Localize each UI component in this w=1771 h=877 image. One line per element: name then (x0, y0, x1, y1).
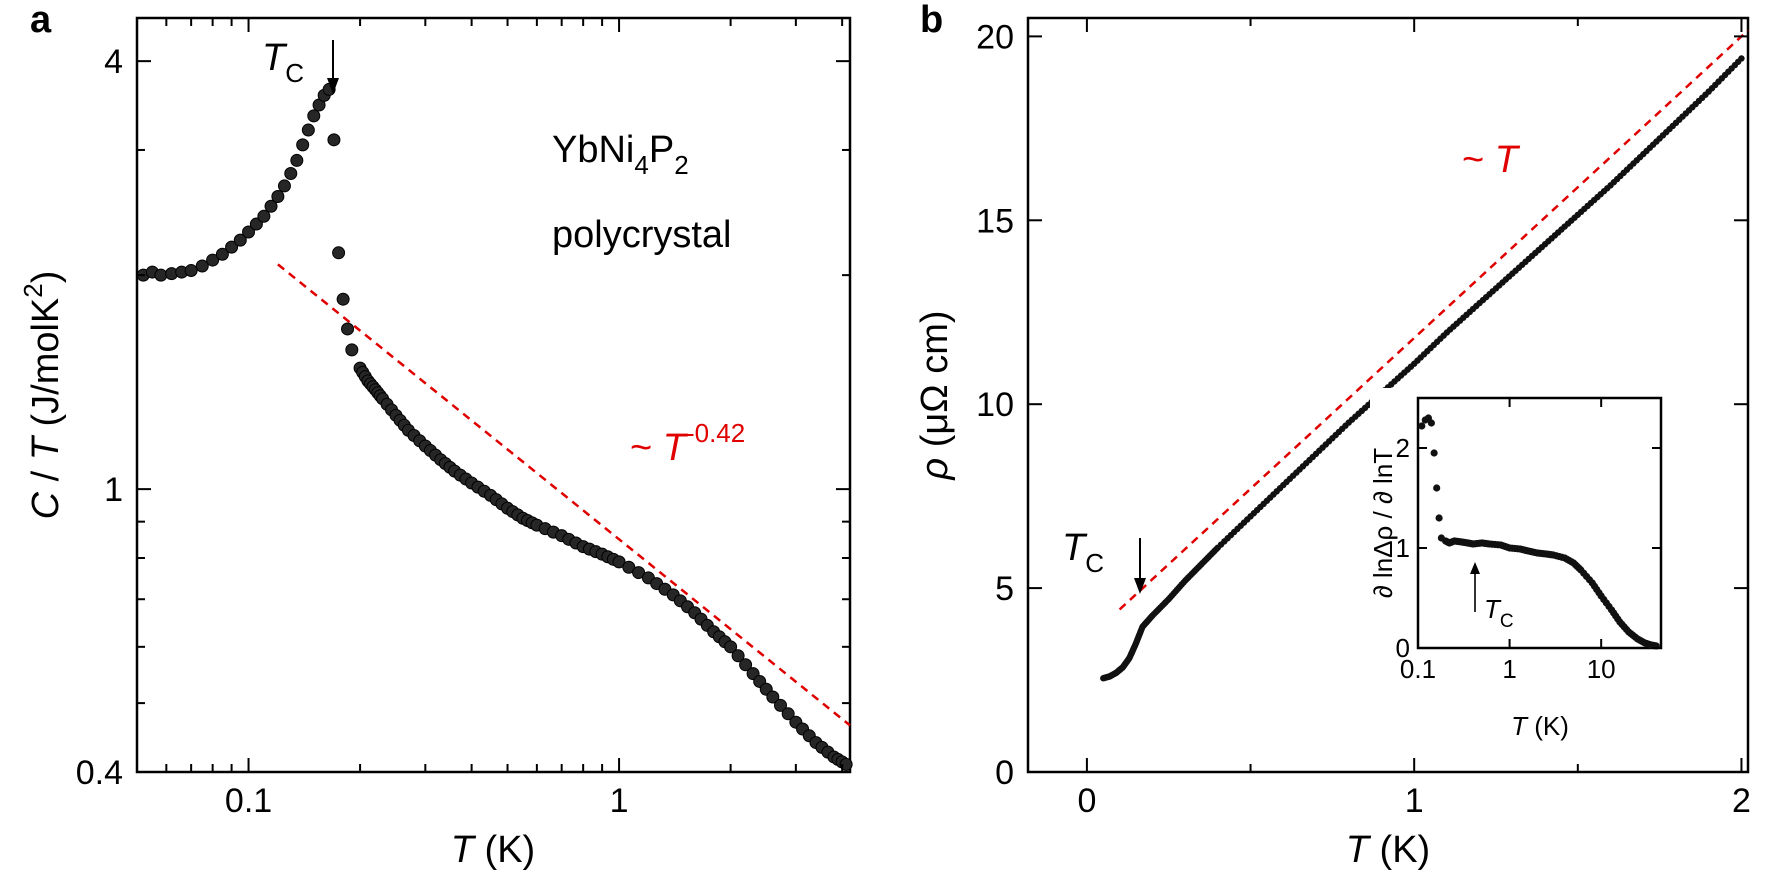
panel-a-material-form: polycrystal (552, 214, 732, 256)
panel-a-ytick-label: 0.4 (76, 754, 123, 792)
inset-frame (1416, 396, 1663, 650)
panel-b-data-point (1738, 55, 1745, 62)
panel-a-data-point (264, 199, 278, 213)
panel-a-fit-group (277, 263, 851, 727)
inset-data-point (1418, 422, 1426, 430)
inset-ticks: 0.1 1 10 0 1 2 (1396, 398, 1661, 684)
panel-a-data-point (154, 268, 168, 282)
panel-b-ytick-label: 10 (976, 386, 1014, 424)
panel-a-data-point (774, 698, 788, 712)
panel-b-xtick-label: 1 (1405, 782, 1424, 820)
panel-a-data-point (225, 240, 239, 254)
inset-xlabel: T (K) (1511, 711, 1569, 741)
panel-b-ytick-label: 0 (995, 754, 1014, 792)
panel-a-ytick-label: 1 (104, 471, 123, 509)
panel-b-ylabel: ρ (μΩ cm) (914, 310, 956, 480)
panel-letter-a: a (30, 0, 52, 41)
panel-a-ytick-label: 4 (104, 43, 123, 81)
panel-a-data-point (327, 133, 341, 147)
panel-a-chart: 0.1 1 0.4 1 4 TC YbNi4P2 polycrystal ~ T-0.4… (18, 16, 853, 871)
panel-b-frame (1026, 16, 1750, 774)
inset-points (1418, 414, 1660, 650)
panel-a-data-point (277, 179, 291, 193)
panel-a-data-point (332, 246, 346, 260)
panel-a-data-point (233, 233, 247, 247)
inset-xtick-label: 0.1 (1400, 654, 1436, 684)
panel-b-ytick-label: 5 (995, 570, 1014, 608)
inset-data-point (1433, 484, 1441, 492)
panel-b-ytick-label: 20 (976, 18, 1014, 56)
panel-b-xtick-label: 0 (1077, 782, 1096, 820)
panel-a-data-point (336, 292, 350, 306)
inset-ytick-label: 1 (1396, 533, 1410, 563)
inset-ytick-label: 0 (1396, 633, 1410, 663)
panel-a-frame (135, 16, 852, 774)
panel-a-data-point (195, 259, 209, 273)
panel-b-tc-arrowhead (1134, 578, 1146, 594)
panel-letter-b: b (920, 0, 943, 41)
panel-b-ytick-label: 15 (976, 202, 1014, 240)
panel-a-data-point (622, 560, 636, 574)
panel-a-data-point (612, 555, 626, 569)
panel-a-data-point (632, 566, 646, 580)
panel-b-fit-label: ~ T (1462, 139, 1521, 181)
panel-a-data-point (301, 123, 315, 137)
panel-b-xtick-label: 2 (1732, 782, 1751, 820)
inset-ylabel: ∂ lnΔρ / ∂ lnT (1368, 448, 1398, 598)
panel-a-points (136, 82, 853, 771)
inset-data-point (1430, 449, 1438, 457)
panel-a-data-point (206, 253, 220, 267)
panel-a-data-point (184, 264, 198, 278)
panel-a-data-point (215, 247, 229, 261)
inset-data-point (1427, 419, 1435, 427)
panel-a-data-point (739, 658, 753, 672)
panel-b-fit-group (1118, 29, 1749, 611)
panel-a-material-label: YbNi4P2 (552, 129, 689, 180)
inset-xtick-label: 10 (1587, 654, 1616, 684)
panel-a-fit-line (277, 263, 851, 727)
inset-background (1370, 388, 1670, 658)
panel-a-ticks: 0.1 1 0.4 1 4 (76, 18, 850, 820)
panel-a-xlabel: T (K) (451, 829, 535, 871)
panel-a-data-point (290, 153, 304, 167)
inset-data-point (1435, 514, 1443, 522)
panel-a-data-point (781, 707, 795, 721)
panel-a-data-point (766, 690, 780, 704)
panel-a-data-point (257, 209, 271, 223)
panel-a-data-point (345, 343, 359, 357)
inset-xtick-label: 1 (1502, 654, 1516, 684)
panel-b-xlabel: T (K) (1346, 829, 1430, 871)
panel-a-data-point (724, 640, 738, 654)
panel-a-fit-label: ~ T-0.42 (630, 418, 745, 469)
panel-a-data-point (249, 217, 263, 231)
panel-a-data-point (242, 225, 256, 239)
panel-b-fit-line (1118, 29, 1749, 611)
panel-a-ylabel: C / T (J/molK2) (18, 271, 67, 520)
inset-tc-label: TC (1484, 594, 1514, 632)
panel-a-xtick-label: 0.1 (225, 782, 272, 820)
panel-a-data-point (296, 138, 310, 152)
panel-a-tc-label: TC (262, 37, 304, 88)
panel-a-data-point (307, 109, 321, 123)
panel-a-data-point (271, 190, 285, 204)
panel-a-data-point (731, 649, 745, 663)
panel-b-inset: 0.1 1 10 0 1 2 T (K) ∂ lnΔρ / ∂ lnT TC (1368, 388, 1670, 741)
panel-a-xtick-label: 1 (610, 782, 629, 820)
panel-a-data-point (341, 322, 355, 336)
inset-ytick-label: 2 (1396, 433, 1410, 463)
inset-tc-arrowhead (1470, 562, 1480, 574)
panel-a-data-point (284, 166, 298, 180)
panel-a-tc-arrowhead (327, 78, 339, 94)
panel-b-points (1100, 55, 1745, 682)
panel-b-tc-label: TC (1062, 527, 1104, 578)
